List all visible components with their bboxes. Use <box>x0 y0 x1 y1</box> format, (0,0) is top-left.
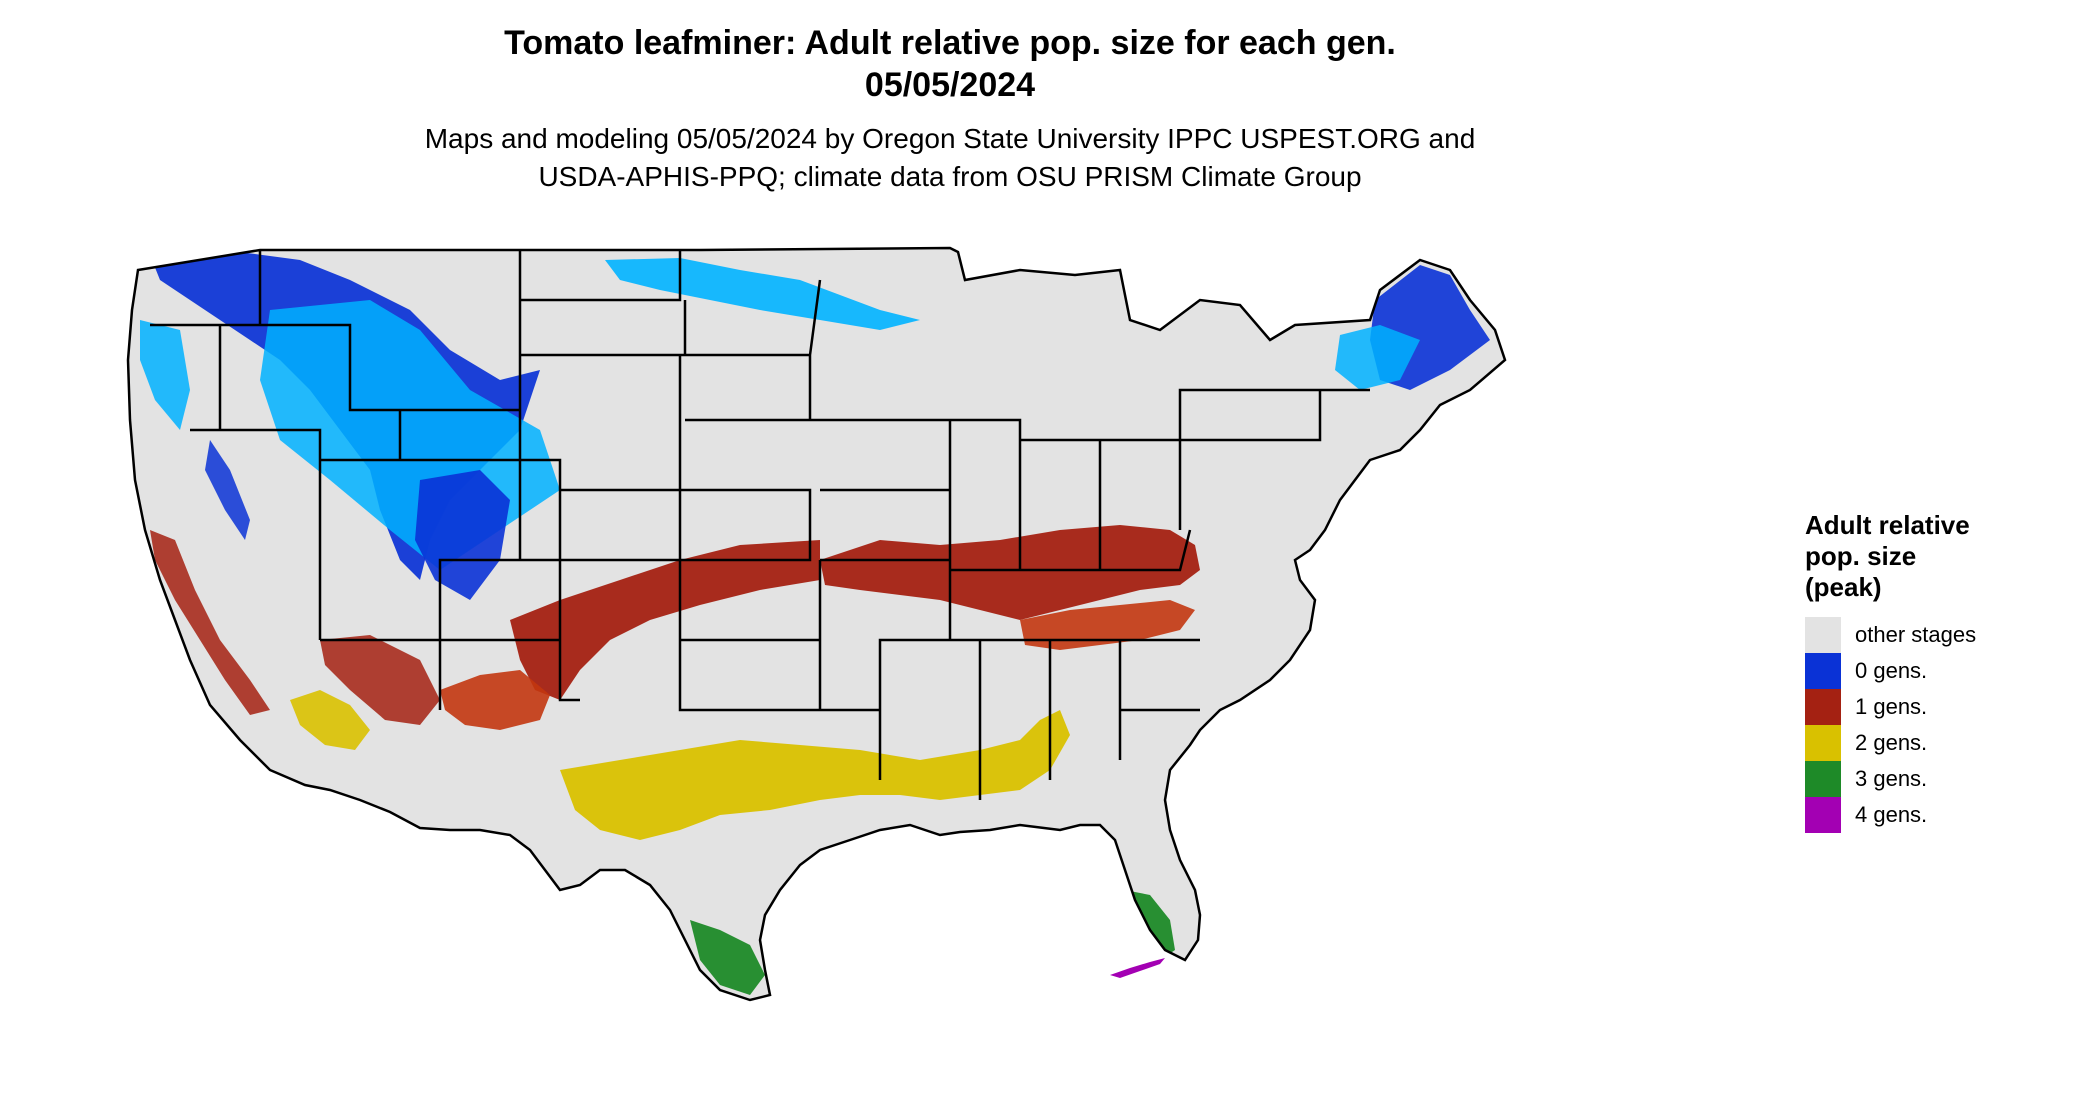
state-borders <box>126 246 1507 1002</box>
zone-1gen-california <box>150 530 270 715</box>
title-block: Tomato leafminer: Adult relative pop. si… <box>0 22 1900 196</box>
legend-item: other stages <box>1805 617 2065 653</box>
legend-item: 0 gens. <box>1805 653 2065 689</box>
legend-title: Adult relative pop. size (peak) <box>1805 510 2065 603</box>
legend-title-line-1: Adult relative <box>1805 510 1970 540</box>
legend-label: 1 gens. <box>1855 694 1928 719</box>
legend-title-line-3: (peak) <box>1805 572 1882 602</box>
zone-0gen-north-central <box>605 258 920 330</box>
gen-zones <box>140 252 1490 995</box>
zone-1gen-arizona <box>320 635 440 725</box>
zone-0gen-sierra <box>205 440 250 540</box>
zone-1gen-southern-appalachians <box>1020 600 1195 650</box>
legend-swatch <box>1805 761 1841 797</box>
map-credit-line-2: USDA-APHIS-PPQ; climate data from OSU PR… <box>538 161 1362 192</box>
zone-1gen-southern-plains <box>510 540 820 700</box>
legend-swatch <box>1805 653 1841 689</box>
legend-item: 3 gens. <box>1805 761 2065 797</box>
legend-title-line-2: pop. size <box>1805 541 1917 571</box>
us-map-svg <box>126 246 1507 1002</box>
border-lines <box>150 250 1370 800</box>
map-title: Tomato leafminer: Adult relative pop. si… <box>504 24 1396 62</box>
zone-0gen-new-england-light <box>1335 325 1420 390</box>
zone-2gen-southern-arizona <box>290 690 370 750</box>
legend-label: 0 gens. <box>1855 658 1928 683</box>
legend-swatch <box>1805 617 1841 653</box>
legend-item: 2 gens. <box>1805 725 2065 761</box>
zone-4gen-florida-keys <box>1110 958 1165 978</box>
legend-swatch <box>1805 689 1841 725</box>
zone-0gen-oregon-cascades <box>140 320 190 430</box>
legend-label: 3 gens. <box>1855 766 1928 791</box>
zone-2gen-gulf-coast <box>560 710 1070 840</box>
legend-swatch <box>1805 725 1841 761</box>
map-date: 05/05/2024 <box>864 66 1036 104</box>
legend-label: other stages <box>1855 622 1977 647</box>
legend-swatch <box>1805 797 1841 833</box>
zone-1gen-ohio-valley <box>820 525 1200 620</box>
legend-label: 4 gens. <box>1855 802 1928 827</box>
zone-3gen-south-texas <box>690 920 765 995</box>
legend-label: 2 gens. <box>1855 730 1928 755</box>
zone-1gen-new-mexico <box>440 670 550 730</box>
map-legend: Adult relative pop. size (peak) other st… <box>1805 510 2065 833</box>
us-map <box>120 240 1780 1110</box>
map-credit-line-1: Maps and modeling 05/05/2024 by Oregon S… <box>424 123 1476 154</box>
legend-items: other stages 0 gens. 1 gens. 2 gens. 3 gens.… <box>1805 617 2065 833</box>
subtitle-block: Maps and modeling 05/05/2024 by Oregon S… <box>0 120 1900 196</box>
legend-item: 1 gens. <box>1805 689 2065 725</box>
legend-item: 4 gens. <box>1805 797 2065 833</box>
